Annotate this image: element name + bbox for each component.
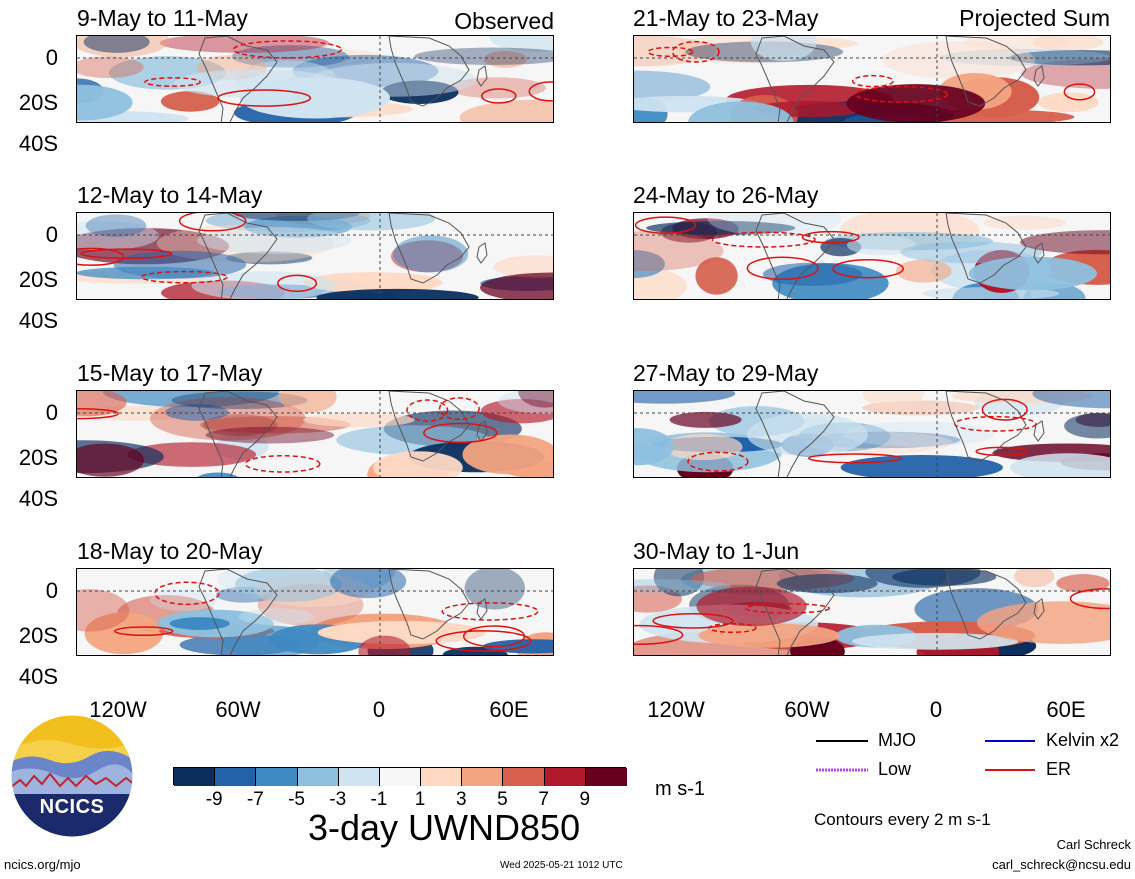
legend-mjo-label: MJO — [878, 730, 916, 750]
x-tick-120w-right: 120W — [647, 697, 705, 722]
colorbar-labels: -9 -7 -5 -3 -1 1 3 5 7 9 — [173, 790, 626, 812]
y-tick-0-row2: 0 — [45, 222, 58, 247]
map-panel-proj-1 — [633, 35, 1111, 123]
colorbar-swatch — [544, 768, 586, 786]
legend-kelvin-label: Kelvin x2 — [1046, 730, 1120, 750]
colorbar-units: m s-1 — [655, 778, 705, 800]
panel-title-proj-2: 24-May to 26-May — [633, 182, 819, 208]
panel-title-proj-3: 27-May to 29-May — [633, 360, 819, 386]
colorbar-swatch — [421, 768, 463, 786]
legend-low-label: Low — [878, 759, 912, 779]
panel-title-obs-2: 12-May to 14-May — [77, 182, 263, 208]
colorbar-swatch — [297, 768, 339, 786]
footer-author: Carl Schreck — [1056, 837, 1131, 852]
panel-title-obs-4: 18-May to 20-May — [77, 538, 263, 564]
colorbar-swatch — [338, 768, 380, 786]
observed-header: Observed — [454, 8, 554, 34]
colorbar-swatch — [174, 768, 216, 786]
projected-header: Projected Sum — [959, 5, 1110, 31]
y-tick-20s-row1: 20S — [18, 90, 58, 115]
map-field — [77, 36, 553, 122]
y-tick-20s-row2: 20S — [18, 267, 58, 292]
ncics-logo: NCICS — [10, 714, 134, 838]
map-panel-obs-4 — [76, 568, 554, 656]
colorbar-swatch — [462, 768, 504, 786]
colorbar-tick-label: 1 — [414, 789, 426, 810]
colorbar-tick-label: -7 — [246, 789, 264, 810]
colorbar-swatch — [215, 768, 257, 786]
x-tick-0-left: 0 — [372, 697, 386, 722]
x-tick-60e-left: 60E — [489, 697, 529, 722]
colorbar-tick-label: -9 — [205, 789, 223, 810]
colorbar-tick-label: 7 — [538, 789, 549, 810]
map-field — [634, 391, 1110, 477]
colorbar-tick-label: 5 — [497, 789, 508, 810]
panel-title-obs-1: 9-May to 11-May — [77, 5, 248, 31]
map-panel-obs-1 — [76, 35, 554, 123]
plot-title: 3-day UWND850 — [308, 807, 581, 848]
map-field — [634, 569, 1110, 655]
colorbar-tick-label: -1 — [370, 789, 388, 810]
map-panel-proj-4 — [633, 568, 1111, 656]
map-panel-obs-3 — [76, 390, 554, 478]
footer-timestamp: Wed 2025-05-21 1012 UTC — [500, 860, 623, 871]
contour-note: Contours every 2 m s-1 — [814, 810, 991, 829]
map-panel-obs-2 — [76, 212, 554, 300]
y-tick-0-row1: 0 — [45, 45, 58, 70]
y-tick-20s-row3: 20S — [18, 445, 58, 470]
logo-text: NCICS — [39, 796, 105, 818]
x-tick-60w-left: 60W — [215, 697, 261, 722]
x-tick-60e-right: 60E — [1046, 697, 1086, 722]
colorbar-swatch — [379, 768, 422, 786]
map-panel-proj-2 — [633, 212, 1111, 300]
y-tick-0-row4: 0 — [45, 578, 58, 603]
colorbar — [173, 767, 627, 786]
map-field — [77, 391, 553, 477]
colorbar-swatch — [256, 768, 298, 786]
y-tick-40s-row2: 40S — [18, 308, 58, 333]
y-tick-40s-row4: 40S — [18, 664, 58, 689]
map-panel-proj-3 — [633, 390, 1111, 478]
x-tick-0-right: 0 — [929, 697, 943, 722]
y-tick-20s-row4: 20S — [18, 623, 58, 648]
footer-email[interactable]: carl_schreck@ncsu.edu — [992, 857, 1131, 872]
footer-link[interactable]: ncics.org/mjo — [4, 857, 81, 872]
x-tick-120w-left: 120W — [89, 697, 147, 722]
x-tick-60w-right: 60W — [784, 697, 830, 722]
map-field — [77, 213, 553, 299]
map-field — [634, 36, 1110, 122]
map-field — [634, 213, 1110, 299]
colorbar-tick-label: 3 — [455, 789, 467, 810]
panel-title-obs-3: 15-May to 17-May — [77, 360, 263, 386]
colorbar-tick-label: -3 — [329, 789, 347, 810]
legend-er-label: ER — [1046, 759, 1072, 779]
colorbar-swatch — [585, 768, 627, 786]
y-tick-40s-row3: 40S — [18, 486, 58, 511]
colorbar-tick-label: -5 — [288, 789, 305, 810]
colorbar-tick-label: 9 — [579, 789, 591, 810]
panel-title-proj-1: 21-May to 23-May — [633, 5, 819, 31]
colorbar-swatch — [503, 768, 545, 786]
y-tick-40s-row1: 40S — [18, 131, 58, 156]
panel-title-proj-4: 30-May to 1-Jun — [633, 538, 800, 564]
map-field — [77, 569, 553, 655]
y-tick-0-row3: 0 — [45, 400, 58, 425]
